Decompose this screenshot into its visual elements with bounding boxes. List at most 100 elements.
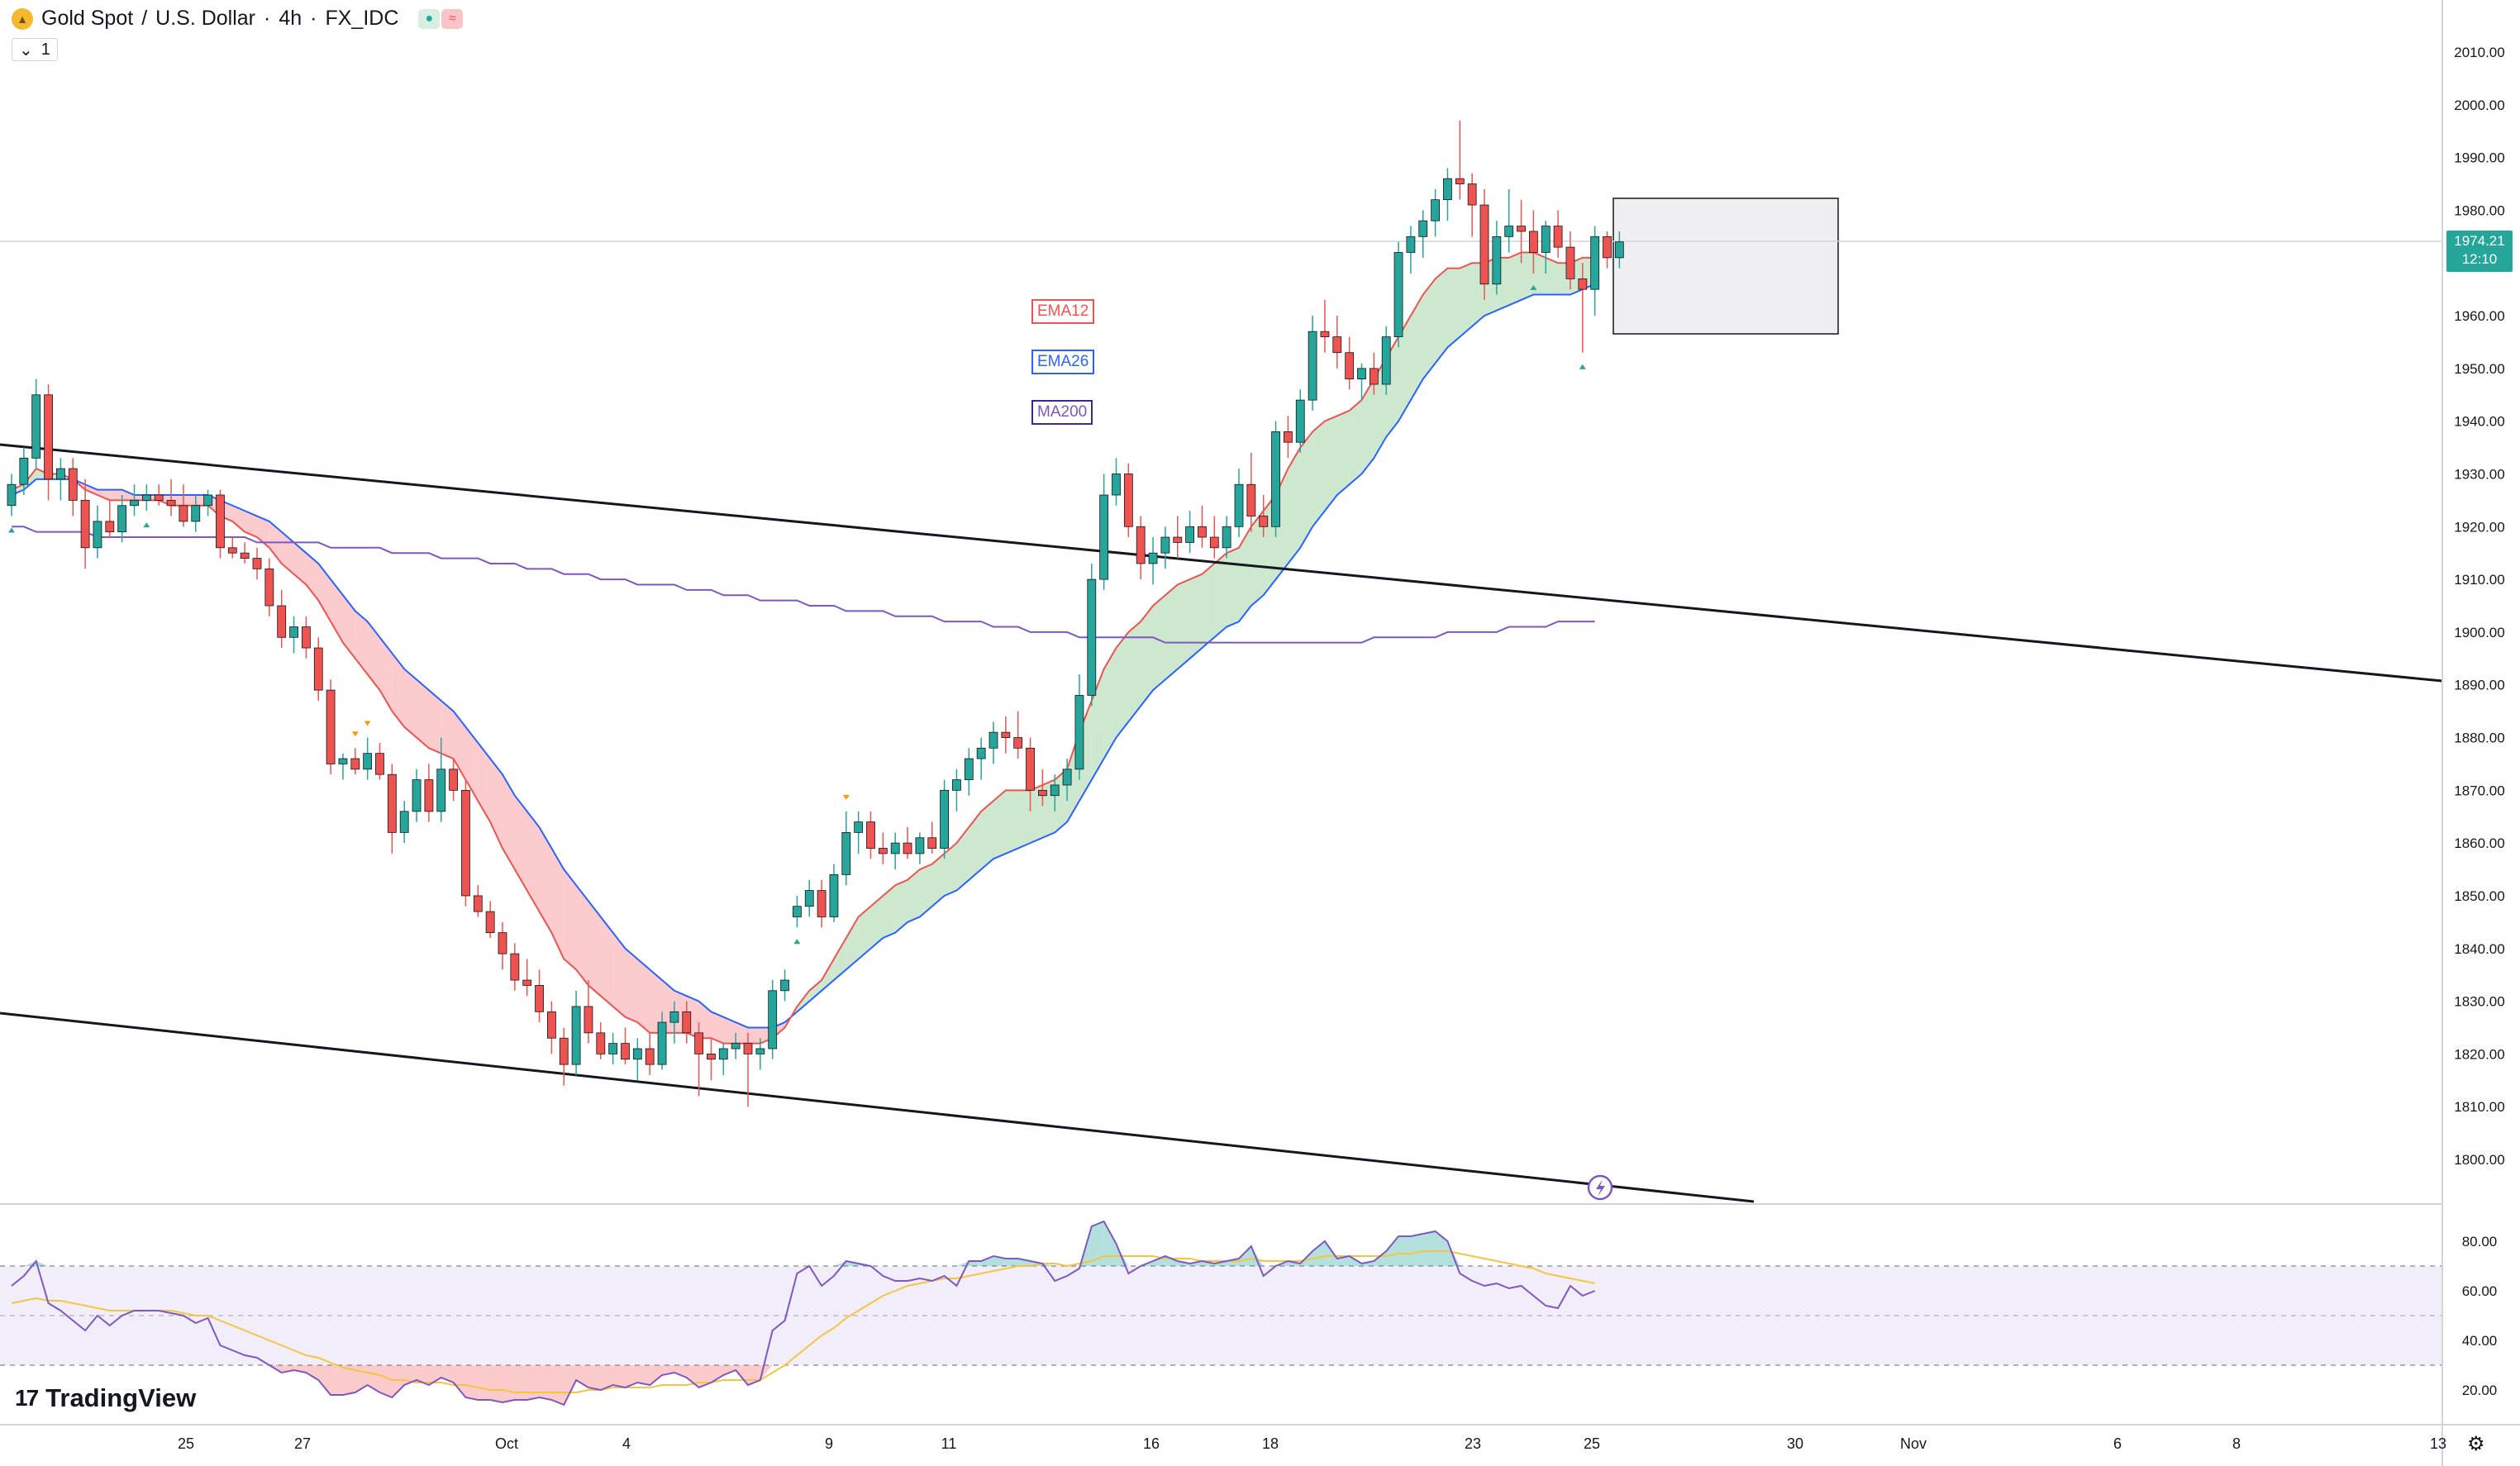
rsi-ma-line[interactable]	[11, 1250, 1595, 1393]
candle-body[interactable]	[1123, 474, 1133, 527]
candle-body[interactable]	[1406, 236, 1416, 253]
market-open-icon[interactable]: ●	[418, 8, 441, 29]
candle-body[interactable]	[927, 837, 937, 849]
candle-body[interactable]	[559, 1037, 569, 1065]
candle-body[interactable]	[890, 842, 900, 854]
candle-body[interactable]	[130, 499, 139, 507]
candle-body[interactable]	[117, 505, 127, 533]
candle-body[interactable]	[1209, 536, 1219, 549]
candle-body[interactable]	[1369, 368, 1379, 385]
candle-body[interactable]	[1148, 552, 1158, 564]
candle-body[interactable]	[1492, 236, 1502, 285]
candle-body[interactable]	[866, 821, 875, 849]
candle-body[interactable]	[105, 521, 115, 533]
candle-body[interactable]	[338, 758, 348, 764]
candle-body[interactable]	[1160, 536, 1170, 554]
candle-body[interactable]	[1099, 494, 1109, 580]
candle-body[interactable]	[31, 394, 41, 459]
candle-body[interactable]	[350, 758, 360, 770]
candle-body[interactable]	[1603, 236, 1612, 259]
candle-body[interactable]	[1173, 536, 1183, 543]
candle-body[interactable]	[1112, 474, 1121, 496]
candle-body[interactable]	[7, 483, 17, 507]
candle-body[interactable]	[313, 647, 323, 691]
candle-body[interactable]	[1332, 336, 1342, 354]
candle-body[interactable]	[1234, 483, 1244, 527]
candle-body[interactable]	[596, 1032, 606, 1054]
ema26-line[interactable]	[11, 283, 1596, 1029]
candle-body[interactable]	[387, 773, 397, 833]
time-axis[interactable]: 25 27 Oct 4 9 11 16 18 23 25 30 Nov 6 8 13	[178, 1435, 2446, 1452]
candle-body[interactable]	[1259, 516, 1269, 527]
candle-body[interactable]	[1504, 226, 1514, 237]
candle-body[interactable]	[694, 1032, 703, 1054]
candle-body[interactable]	[1136, 526, 1146, 564]
candle-body[interactable]	[227, 547, 237, 554]
candle-body[interactable]	[1185, 526, 1194, 543]
gear-icon[interactable]: ⚙	[2467, 1433, 2485, 1455]
delayed-data-icon[interactable]: ≈	[441, 8, 464, 29]
candle-body[interactable]	[1393, 252, 1403, 337]
candle-body[interactable]	[903, 842, 912, 854]
candle-body[interactable]	[1345, 352, 1355, 380]
candle-body[interactable]	[1295, 399, 1305, 443]
chart-header[interactable]: ▲ Gold Spot / U.S. Dollar · 4h · FX_IDC …	[12, 7, 464, 31]
candle-body[interactable]	[1565, 246, 1575, 279]
candle-body[interactable]	[817, 890, 827, 917]
candle-body[interactable]	[878, 848, 888, 854]
candle-body[interactable]	[621, 1043, 630, 1060]
candle-body[interactable]	[793, 906, 802, 917]
candle-body[interactable]	[841, 831, 851, 875]
candle-body[interactable]	[976, 747, 986, 759]
candle-body[interactable]	[1062, 769, 1072, 786]
candle-body[interactable]	[804, 890, 814, 907]
candle-body[interactable]	[19, 457, 29, 485]
target-rectangle[interactable]	[1613, 198, 1839, 335]
candle-body[interactable]	[93, 521, 102, 549]
candle-body[interactable]	[571, 1006, 581, 1065]
candle-body[interactable]	[1246, 483, 1256, 516]
candle-body[interactable]	[1013, 737, 1023, 749]
candle-body[interactable]	[1198, 526, 1207, 538]
candle-body[interactable]	[1431, 199, 1440, 221]
candle-body[interactable]	[1050, 784, 1060, 797]
candle-body[interactable]	[718, 1048, 728, 1060]
candle-body[interactable]	[179, 505, 188, 522]
candle-body[interactable]	[707, 1053, 716, 1060]
candle-body[interactable]	[743, 1043, 753, 1054]
candle-body[interactable]	[473, 895, 483, 912]
legend-toggle[interactable]: ⌄ 1	[12, 38, 58, 61]
candle-body[interactable]	[755, 1048, 765, 1054]
candle-body[interactable]	[584, 1006, 593, 1034]
candle-body[interactable]	[535, 985, 544, 1012]
lower-trendline[interactable]	[0, 1011, 1755, 1203]
candle-body[interactable]	[399, 811, 409, 833]
candle-body[interactable]	[1455, 178, 1465, 184]
candle-body[interactable]	[68, 468, 78, 501]
candle-body[interactable]	[1038, 789, 1047, 797]
candle-body[interactable]	[436, 769, 446, 812]
candle-body[interactable]	[363, 753, 373, 770]
candle-body[interactable]	[326, 689, 336, 764]
candle-body[interactable]	[80, 499, 90, 549]
candle-body[interactable]	[154, 494, 164, 501]
ma200-label[interactable]: MA200	[1031, 400, 1093, 425]
candle-body[interactable]	[56, 468, 65, 480]
candle-body[interactable]	[449, 769, 458, 791]
candle-body[interactable]	[191, 505, 201, 522]
candle-body[interactable]	[1222, 526, 1231, 549]
candle-body[interactable]	[412, 779, 422, 812]
candle-body[interactable]	[1517, 226, 1526, 232]
tradingview-logo[interactable]: 17 TradingView	[15, 1383, 196, 1413]
alert-icon[interactable]	[1587, 1174, 1613, 1201]
candle-body[interactable]	[780, 979, 789, 992]
candle-body[interactable]	[669, 1011, 679, 1023]
price-axis[interactable]: 2010.002000.001990.001980.001970.001960.…	[2454, 45, 2504, 1168]
ema12-label[interactable]: EMA12	[1031, 299, 1095, 324]
candle-body[interactable]	[1074, 695, 1084, 770]
candle-body[interactable]	[424, 779, 434, 812]
candle-body[interactable]	[682, 1011, 692, 1034]
rsi-axis[interactable]: 80.00 60.00 40.00 20.00	[2462, 1234, 2498, 1398]
candle-body[interactable]	[1529, 231, 1538, 253]
